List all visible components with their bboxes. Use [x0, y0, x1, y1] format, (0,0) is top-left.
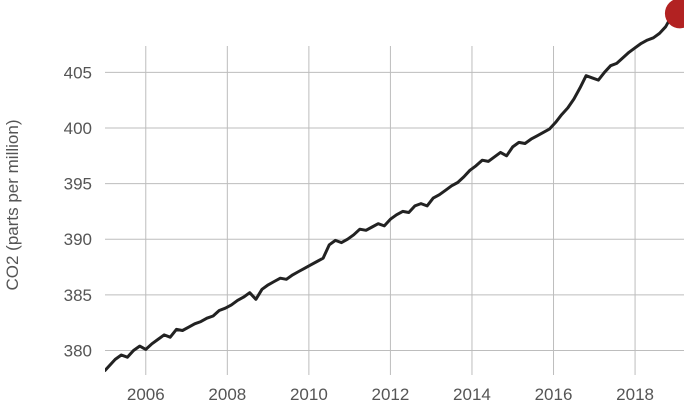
x-tick-label: 2016 [535, 385, 573, 404]
y-axis-ticks: 380 385 390 395 400 405 [64, 63, 92, 360]
y-axis-label: CO2 (parts per million) [3, 120, 22, 291]
grid-lines [105, 46, 684, 375]
x-axis-ticks: 2006 2008 2010 2012 2014 2016 2018 [127, 385, 654, 404]
y-tick-label: 395 [64, 175, 92, 194]
y-tick-label: 390 [64, 230, 92, 249]
x-tick-label: 2010 [290, 385, 328, 404]
x-tick-label: 2014 [453, 385, 491, 404]
x-tick-label: 2018 [616, 385, 654, 404]
y-tick-label: 405 [64, 63, 92, 82]
co2-series-line [105, 14, 674, 372]
x-tick-label: 2012 [372, 385, 410, 404]
x-tick-label: 2008 [208, 385, 246, 404]
y-tick-label: 400 [64, 119, 92, 138]
x-tick-label: 2006 [127, 385, 165, 404]
y-tick-label: 385 [64, 286, 92, 305]
y-tick-label: 380 [64, 342, 92, 361]
latest-value-marker [664, 0, 684, 29]
